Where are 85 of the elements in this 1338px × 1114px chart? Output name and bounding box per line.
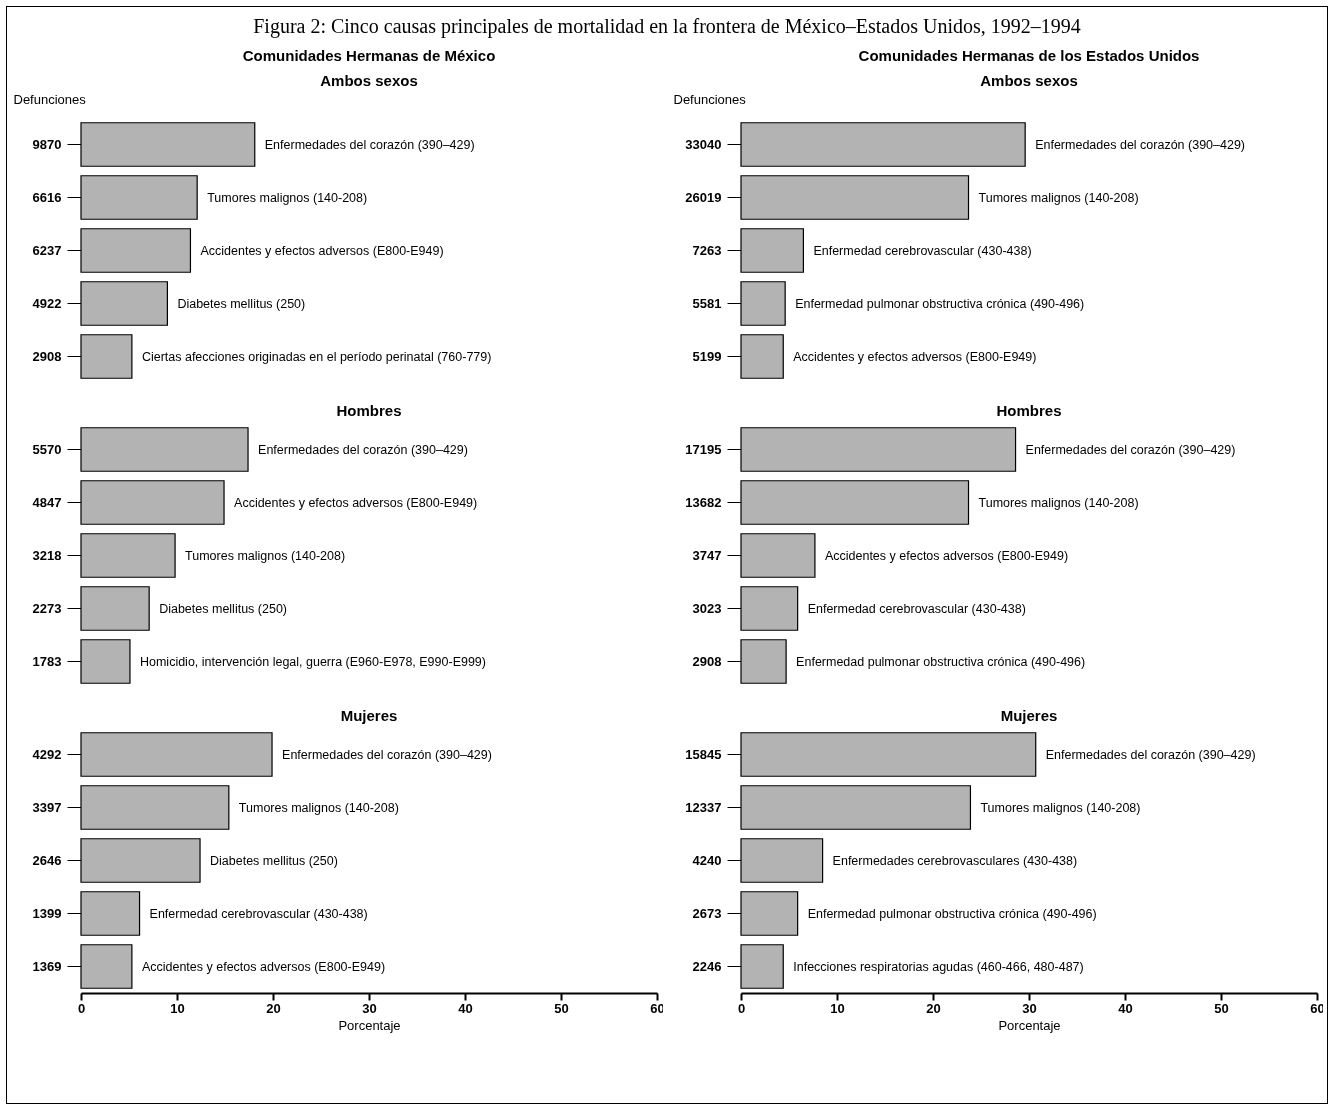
x-tick-label: 20: [266, 1000, 281, 1016]
annotation: Accidentes y efectos adversos (E800-E949): [824, 548, 1069, 563]
x-tick-label: 20: [926, 1000, 941, 1016]
annotation: Accidentes y efectos adversos (E800-E949): [141, 959, 386, 974]
annotation: Enfermedad cerebrovascular (430-438): [149, 906, 368, 921]
y-tick-label: 2908: [32, 348, 62, 364]
y-tick-label: 4922: [32, 295, 62, 311]
annotation: Diabetes mellitus (250): [159, 601, 287, 616]
x-tick-label: 30: [1022, 1000, 1037, 1016]
y-tick-label: 4240: [692, 852, 722, 868]
annotation: Diabetes mellitus (250): [210, 853, 338, 868]
x-tick-label: 0: [737, 1000, 746, 1016]
y-tick-label: 26019: [685, 189, 722, 205]
annotation: Enfermedades del corazón (390–429): [1035, 137, 1246, 152]
y-tick-label: 5570: [32, 441, 62, 457]
annotation: Tumores malignos (140-208): [185, 548, 346, 563]
y-tick-label: 2273: [32, 600, 62, 616]
y-tick-label: 1399: [32, 905, 62, 921]
y-axis-title: Defunciones: [13, 91, 87, 107]
annotation: Enfermedad pulmonar obstructiva crónica (490-496): [807, 906, 1097, 921]
annotation: Enfermedad cerebrovascular (430-438): [813, 243, 1032, 258]
y-tick-label: 2673: [692, 905, 722, 921]
annotation: Enfermedad pulmonar obstructiva crónica (490-496): [796, 654, 1086, 669]
chart-title: Hombres: [996, 402, 1062, 419]
x-tick-label: 50: [554, 1000, 569, 1016]
y-tick-label: 13682: [685, 494, 722, 510]
annotation: Ciertas afecciones originadas en el período perinatal (760-779): [141, 349, 492, 364]
y-tick-label: 2246: [692, 958, 722, 974]
annotation: Diabetes mellitus (250): [177, 296, 306, 311]
text: Figura 2: Cinco causas principales de mortalidad en la frontera de México–Estados Unidos, 1992–1994: [252, 14, 1082, 40]
y-tick-label: 1783: [32, 653, 62, 669]
y-tick-label: 4847: [32, 494, 62, 510]
annotation: Enfermedad cerebrovascular (430-438): [807, 601, 1026, 616]
annotation: Homicidio, intervención legal, guerra (E960-E978, E990-E999): [139, 654, 486, 669]
annotation: Enfermedades del corazón (390–429): [264, 137, 475, 152]
annotation: Enfermedades cerebrovasculares (430-438): [832, 853, 1078, 868]
annotation: Enfermedades del corazón (390–429): [282, 747, 492, 762]
annotation: Accidentes y efectos adversos (E800-E949): [200, 243, 444, 258]
annotation: Tumores malignos (140-208): [978, 495, 1139, 510]
chart-subtitle: Ambos sexos: [980, 72, 1078, 89]
chart-title: Comunidades Hermanas de los Estados Unidos: [858, 47, 1200, 64]
y-tick-label: 6237: [32, 242, 62, 258]
x-tick-label: 40: [1118, 1000, 1133, 1016]
y-tick-label: 12337: [685, 799, 722, 815]
y-tick-label: 5581: [692, 295, 722, 311]
y-tick-label: 3023: [692, 600, 722, 616]
annotation: Tumores malignos (140-208): [978, 190, 1139, 205]
annotation: Enfermedades del corazón (390–429): [1045, 747, 1256, 762]
x-axis-title: Porcentaje: [338, 1017, 401, 1033]
annotation: Enfermedad pulmonar obstructiva crónica (490-496): [795, 296, 1085, 311]
x-tick-label: 10: [830, 1000, 845, 1016]
y-tick-label: 2908: [692, 653, 722, 669]
x-tick-label: 40: [458, 1000, 473, 1016]
y-tick-label: 3747: [692, 547, 722, 563]
chart-title: Comunidades Hermanas de México: [242, 47, 496, 64]
y-tick-label: 17195: [685, 441, 722, 457]
chart-title: Hombres: [336, 402, 402, 419]
x-axis-title: Porcentaje: [998, 1017, 1061, 1033]
chart-title: Mujeres: [1000, 707, 1058, 724]
y-tick-label: 3218: [32, 547, 62, 563]
annotation: Accidentes y efectos adversos (E800-E949): [234, 495, 478, 510]
y-tick-label: 15845: [685, 746, 722, 762]
annotation: Infecciones respiratorias agudas (460-466, 480-487): [793, 959, 1084, 974]
chart-subtitle: Ambos sexos: [320, 72, 418, 89]
annotation: Tumores malignos (140-208): [207, 190, 368, 205]
x-tick-label: 0: [77, 1000, 86, 1016]
chart-title: Mujeres: [340, 707, 398, 724]
y-axis-title: Defunciones: [673, 91, 747, 107]
x-tick-label: 10: [170, 1000, 185, 1016]
y-tick-label: 1369: [32, 958, 62, 974]
y-tick-label: 6616: [32, 189, 62, 205]
y-tick-label: 3397: [32, 799, 62, 815]
x-tick-label: 30: [362, 1000, 377, 1016]
annotation: Enfermedades del corazón (390–429): [258, 442, 468, 457]
y-tick-label: 4292: [32, 746, 62, 762]
y-tick-label: 9870: [32, 136, 62, 152]
y-tick-label: 7263: [692, 242, 722, 258]
annotation: Tumores malignos (140-208): [980, 800, 1141, 815]
annotation: Accidentes y efectos adversos (E800-E949): [793, 349, 1037, 364]
y-tick-label: 33040: [685, 136, 722, 152]
annotation: Enfermedades del corazón (390–429): [1025, 442, 1236, 457]
y-tick-label: 5199: [692, 348, 722, 364]
annotation: Tumores malignos (140-208): [238, 800, 399, 815]
x-tick-label: 50: [1214, 1000, 1229, 1016]
y-tick-label: 2646: [32, 852, 62, 868]
